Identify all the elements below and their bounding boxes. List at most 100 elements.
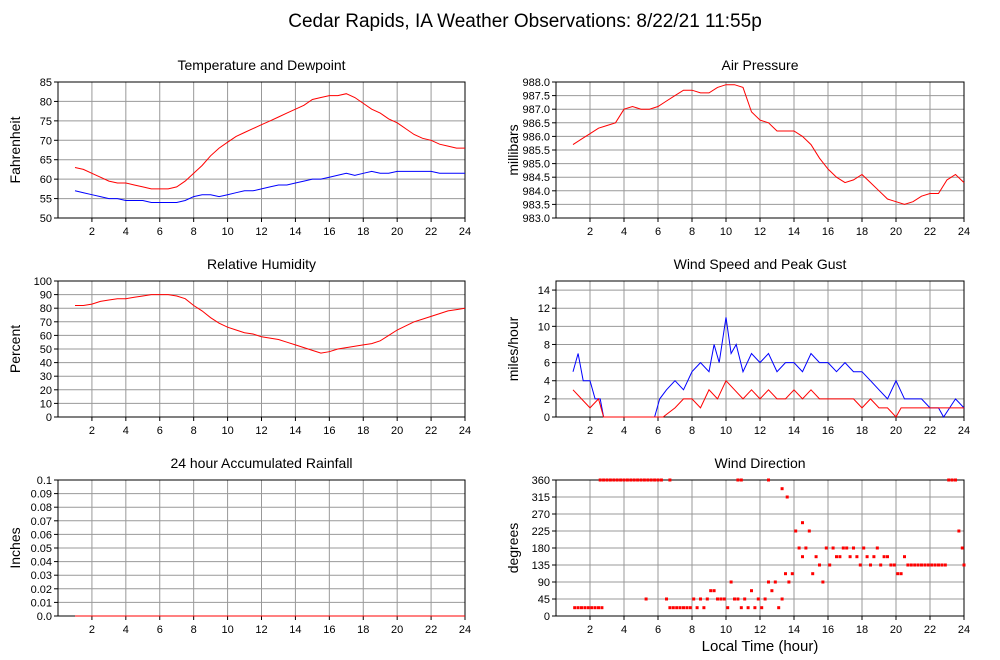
data-point (622, 478, 626, 482)
data-point (682, 606, 685, 610)
data-point (909, 563, 913, 567)
x-tick-label: 10 (720, 425, 732, 437)
y-axis-label: Inches (7, 527, 23, 568)
data-point (896, 572, 900, 576)
data-point (625, 478, 629, 482)
y-tick-label: 50 (40, 213, 52, 225)
data-point (777, 606, 781, 610)
series-line-0 (572, 317, 965, 418)
x-tick-label: 24 (958, 624, 970, 636)
y-tick-label: 0 (544, 412, 550, 424)
data-point (862, 546, 866, 550)
y-tick-label: 80 (40, 303, 52, 315)
data-point (848, 555, 852, 559)
data-point (784, 572, 787, 576)
data-point (787, 580, 791, 584)
data-point (760, 606, 764, 610)
data-point (639, 478, 643, 482)
x-tick-label: 6 (157, 226, 163, 238)
x-tick-label: 8 (191, 624, 197, 636)
y-tick-label: 0.0 (37, 611, 52, 623)
y-tick-label: 85 (40, 77, 52, 89)
x-axis-label: Local Time (hour) (702, 638, 819, 655)
data-point (882, 555, 886, 559)
x-tick-label: 20 (890, 624, 902, 636)
chart-title: Wind Direction (714, 455, 805, 471)
x-tick-label: 10 (221, 624, 233, 636)
series-line-1 (74, 170, 465, 203)
data-point (668, 606, 672, 610)
y-tick-label: 0 (544, 611, 550, 623)
x-tick-label: 12 (255, 226, 267, 238)
data-point (586, 606, 590, 610)
y-tick-label: 0.09 (31, 489, 52, 501)
x-tick-label: 24 (459, 226, 471, 238)
x-tick-label: 12 (754, 226, 766, 238)
x-tick-label: 6 (655, 226, 661, 238)
y-tick-label: 70 (40, 135, 52, 147)
x-tick-label: 24 (459, 624, 471, 636)
data-point (705, 597, 709, 601)
x-tick-label: 8 (689, 226, 695, 238)
data-point (824, 546, 828, 550)
data-point (678, 606, 682, 610)
data-point (642, 478, 646, 482)
y-tick-label: 12 (538, 303, 550, 315)
y-tick-label: 0 (46, 412, 52, 424)
y-axis-label: millibars (505, 124, 521, 175)
x-tick-label: 18 (357, 624, 369, 636)
x-tick-label: 10 (720, 624, 732, 636)
data-point (785, 495, 789, 499)
data-point (886, 555, 889, 559)
x-tick-label: 14 (289, 624, 301, 636)
x-tick-label: 4 (123, 624, 129, 636)
x-tick-label: 16 (822, 624, 834, 636)
data-point (790, 572, 794, 576)
x-tick-label: 22 (924, 624, 936, 636)
data-point (916, 563, 920, 567)
x-tick-label: 6 (655, 624, 661, 636)
data-point (583, 606, 587, 610)
x-tick-label: 14 (788, 624, 800, 636)
series-line-0 (75, 294, 466, 354)
data-point (576, 606, 580, 610)
data-point (906, 563, 910, 567)
data-point (736, 478, 740, 482)
y-tick-label: 60 (40, 330, 52, 342)
y-tick-label: 4 (544, 376, 550, 388)
data-point (598, 478, 602, 482)
x-tick-label: 16 (822, 226, 834, 238)
y-tick-label: 988.0 (522, 77, 550, 89)
y-tick-label: 75 (40, 116, 52, 128)
y-axis-label: Fahrenheit (7, 116, 23, 183)
data-point (668, 478, 672, 482)
data-point (605, 478, 609, 482)
y-tick-label: 986.5 (522, 118, 550, 130)
x-tick-label: 24 (958, 425, 970, 437)
x-tick-label: 14 (289, 425, 301, 437)
x-tick-label: 14 (788, 425, 800, 437)
data-point (739, 478, 743, 482)
x-tick-label: 12 (754, 624, 766, 636)
data-point (695, 606, 699, 610)
data-point (644, 597, 648, 601)
x-tick-label: 4 (621, 425, 627, 437)
x-tick-label: 12 (255, 624, 267, 636)
y-tick-label: 20 (40, 385, 52, 397)
y-tick-label: 80 (40, 96, 52, 108)
data-point (926, 563, 930, 567)
y-tick-label: 8 (544, 339, 550, 351)
x-tick-label: 20 (391, 425, 403, 437)
x-tick-label: 16 (323, 226, 335, 238)
y-tick-label: 987.5 (522, 91, 550, 103)
y-tick-label: 40 (40, 358, 52, 370)
data-point (629, 478, 633, 482)
data-point (743, 597, 747, 601)
y-tick-label: 0.01 (31, 597, 52, 609)
data-point (688, 606, 692, 610)
x-tick-label: 8 (191, 226, 197, 238)
data-point (913, 563, 917, 567)
